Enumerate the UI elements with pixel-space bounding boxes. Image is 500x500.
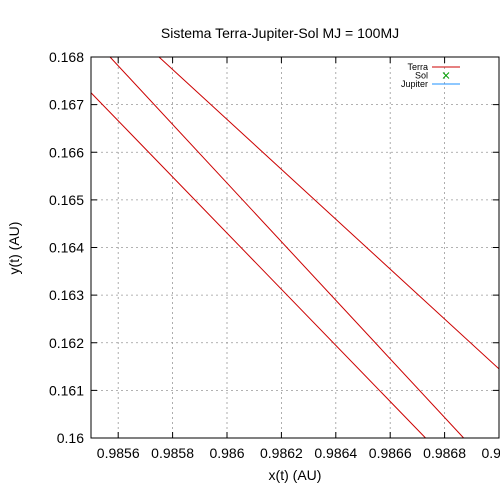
y-tick-label: 0.167: [49, 97, 84, 113]
x-tick-label: 0.986: [209, 445, 244, 461]
x-tick-label: 0.9864: [314, 445, 357, 461]
x-tick-label: 0.9866: [369, 445, 412, 461]
y-axis-label: y(t) (AU): [6, 222, 22, 275]
x-tick-label: 0.9868: [423, 445, 466, 461]
x-tick-label: 0.9858: [151, 445, 194, 461]
legend-label-terra: Terra: [407, 62, 428, 72]
y-tick-label: 0.163: [49, 287, 84, 303]
y-tick-label: 0.165: [49, 192, 84, 208]
series-line-terra: [158, 57, 499, 370]
legend-label-jupiter: Jupiter: [401, 79, 428, 89]
series-line-terra: [109, 57, 465, 438]
y-tick-label: 0.166: [49, 144, 84, 160]
plot-area: [91, 57, 499, 438]
series-line-terra: [91, 92, 426, 438]
legend-marker-sol: [442, 72, 450, 79]
y-axis-ticks: 0.16 0.161 0.162 0.163 0.164 0.165 0.166 0.167 0…: [49, 49, 499, 446]
chart-title: Sistema Terra-Jupiter-Sol MJ = 100MJ: [161, 25, 399, 41]
x-tick-label: 0.9856: [97, 445, 140, 461]
x-tick-label: 0.987: [481, 445, 500, 461]
y-tick-label: 0.16: [57, 430, 84, 446]
y-tick-label: 0.162: [49, 335, 84, 351]
legend-label-sol: Sol: [415, 71, 428, 81]
grid: [91, 57, 499, 438]
y-tick-label: 0.164: [49, 240, 84, 256]
x-axis-label: x(t) (AU): [269, 467, 322, 483]
y-tick-label: 0.161: [49, 382, 84, 398]
y-tick-label: 0.168: [49, 49, 84, 65]
x-tick-label: 0.9862: [260, 445, 303, 461]
x-axis-ticks: 0.9856 0.9858 0.986 0.9862 0.9864 0.9866 0.986…: [97, 57, 500, 461]
